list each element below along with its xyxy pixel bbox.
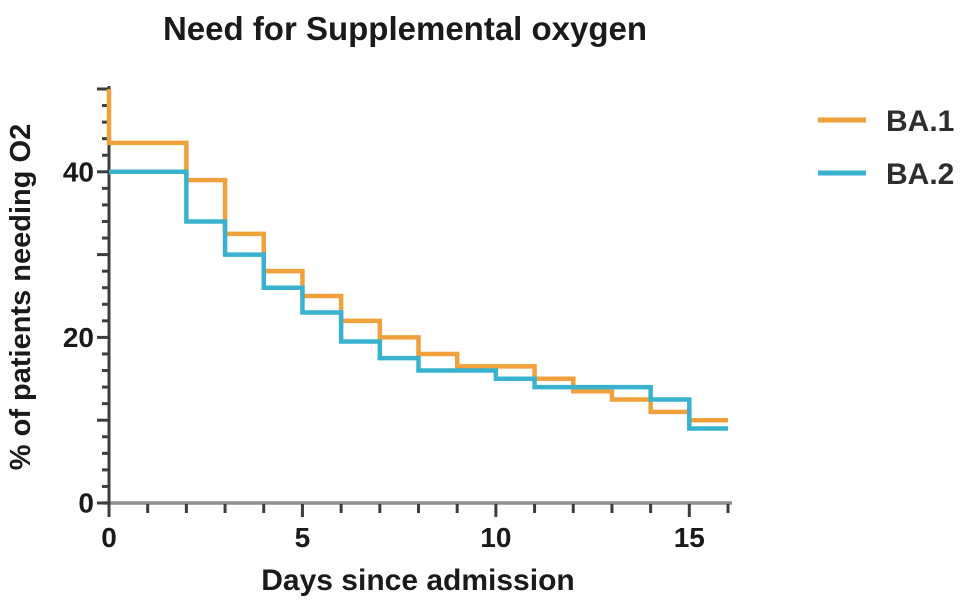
x-tick-label: 0	[101, 522, 117, 553]
chart-title: Need for Supplemental oxygen	[163, 10, 647, 47]
series-line-ba1	[106, 89, 728, 423]
y-tick-label: 20	[63, 322, 94, 353]
x-axis-tick-labels: 0 5 10 15	[101, 522, 705, 553]
legend-label-ba1: BA.1	[886, 105, 954, 138]
plot-area: 0 20 40 0 5 10 15	[63, 86, 732, 553]
x-tick-label: 5	[295, 522, 311, 553]
series-line-ba2	[109, 169, 728, 431]
x-axis-ticks	[107, 504, 730, 517]
series-lines	[106, 89, 728, 431]
x-tick-label: 10	[480, 522, 511, 553]
y-axis-label: % of patients needing O2	[5, 124, 37, 470]
x-tick-label: 15	[674, 522, 705, 553]
y-axis-ticks	[97, 87, 109, 505]
y-axis-tick-labels: 0 20 40	[63, 156, 94, 518]
y-tick-label: 0	[78, 488, 94, 519]
x-axis-label: Days since admission	[261, 564, 574, 597]
y-tick-label: 40	[63, 156, 94, 187]
legend: BA.1 BA.2	[818, 105, 954, 191]
legend-label-ba2: BA.2	[886, 158, 954, 191]
